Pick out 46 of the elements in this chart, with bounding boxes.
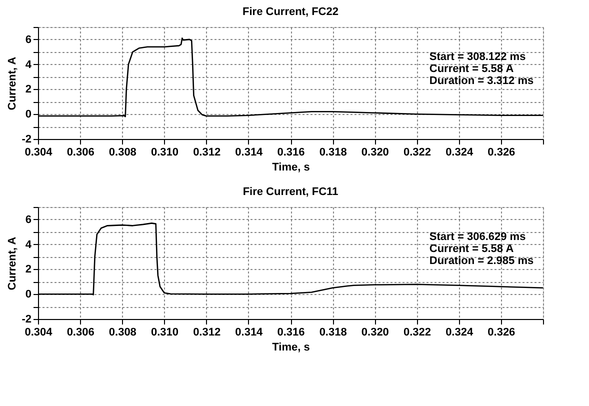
x-tick-label: 0.314 xyxy=(235,146,264,158)
y-tick-label: 4 xyxy=(25,58,32,71)
annotation: Current = 5.58 A xyxy=(429,63,514,76)
y-axis-title: Current, A xyxy=(6,236,19,290)
y-tick-label: -2 xyxy=(22,134,32,146)
annotation: Start = 308.122 ms xyxy=(429,51,526,64)
x-tick-label: 0.312 xyxy=(193,146,221,158)
x-tick-label: 0.304 xyxy=(24,146,54,158)
x-tick-label: 0.308 xyxy=(108,146,136,158)
x-tick-label: 0.314 xyxy=(235,326,264,338)
annotation: Duration = 2.985 ms xyxy=(429,255,534,268)
y-tick-label: 0 xyxy=(25,108,32,121)
annotation: Duration = 3.312 ms xyxy=(429,75,534,88)
x-tick-label: 0.324 xyxy=(446,146,474,158)
y-tick-label: 2 xyxy=(25,84,32,96)
annotation: Start = 306.629 ms xyxy=(429,231,526,244)
x-tick-label: 0.312 xyxy=(193,326,221,338)
chart-title: Fire Current, FC11 xyxy=(242,186,338,198)
x-tick-label: 0.306 xyxy=(66,146,94,158)
x-tick-label: 0.306 xyxy=(66,326,94,338)
x-tick-label: 0.318 xyxy=(319,146,347,158)
y-tick-label: 6 xyxy=(25,34,32,46)
x-tick-label: 0.324 xyxy=(446,326,474,338)
x-axis-title: Time, s xyxy=(272,162,310,174)
x-tick-label: 0.316 xyxy=(277,326,305,338)
x-tick-label: 0.318 xyxy=(319,326,347,338)
x-tick-label: 0.310 xyxy=(150,326,179,338)
y-tick-label: 2 xyxy=(25,264,32,276)
y-axis-title: Current, A xyxy=(6,56,19,110)
x-tick-label: 0.322 xyxy=(403,326,432,338)
x-tick-label: 0.320 xyxy=(361,146,389,158)
x-tick-label: 0.316 xyxy=(277,146,305,158)
x-axis-title: Time, s xyxy=(272,342,310,354)
x-tick-label: 0.304 xyxy=(24,326,54,338)
y-tick-label: 6 xyxy=(25,214,32,226)
x-tick-label: 0.310 xyxy=(150,146,179,158)
x-tick-label: 0.326 xyxy=(488,146,516,158)
y-tick-label: -2 xyxy=(22,314,32,326)
annotation: Current = 5.58 A xyxy=(429,243,514,256)
x-tick-label: 0.322 xyxy=(403,146,432,158)
y-tick-label: 4 xyxy=(25,238,32,251)
x-tick-label: 0.320 xyxy=(361,326,389,338)
x-tick-label: 0.308 xyxy=(108,326,136,338)
chart-title: Fire Current, FC22 xyxy=(242,6,338,18)
y-tick-label: 0 xyxy=(25,288,32,301)
x-tick-label: 0.326 xyxy=(488,326,516,338)
